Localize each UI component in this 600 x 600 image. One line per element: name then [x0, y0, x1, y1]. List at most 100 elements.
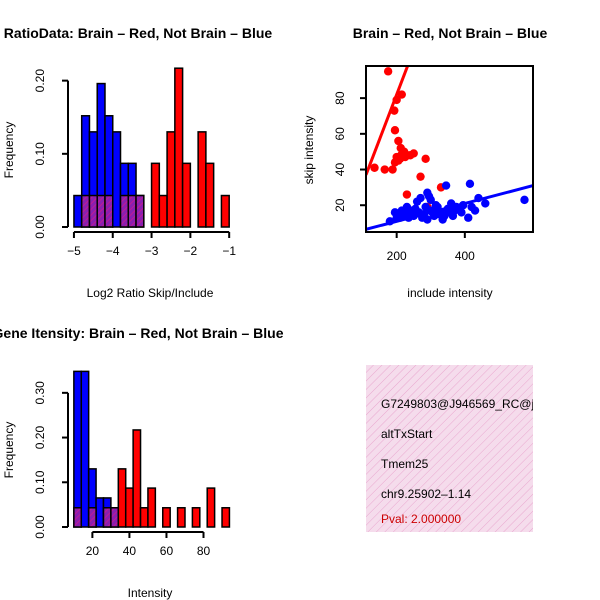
scatter-point-not-brain [481, 199, 490, 208]
intensity-histogram-title: Gene Itensity: Brain – Red, Not Brain – … [0, 325, 284, 341]
intensity-histogram-red-bar [124, 487, 134, 528]
ratio-histogram-blue-bar [73, 194, 83, 228]
scatter-point-not-brain [465, 179, 475, 189]
ratio-histogram-red-bar [197, 131, 207, 228]
intensity-histogram-red-bar [221, 507, 231, 528]
ratio-histogram-red-bar [220, 194, 230, 228]
scatter-plot-box [365, 65, 534, 233]
scatter-point-not-brain [440, 211, 449, 221]
scatter-x-tick-label: 400 [455, 249, 475, 263]
scatter-y-tick-label: 60 [333, 127, 347, 141]
intensity-histogram-x-tick-label: 60 [160, 544, 174, 558]
scatter-point-not-brain [464, 213, 473, 222]
scatter-ylabel: skip intensity [302, 116, 316, 185]
scatter-point-brain [392, 95, 401, 105]
scatter-y-tick-label: 20 [333, 198, 347, 212]
intensity-histogram-overlap-bar [87, 507, 97, 528]
intensity-histogram-panel: Gene Itensity: Brain – Red, Not Brain – … [0, 325, 284, 600]
intensity-histogram-red-bar [176, 507, 186, 528]
intensity-histogram-x-tick-label: 80 [197, 544, 211, 558]
ratio-histogram-red-bar [158, 194, 168, 228]
ratio-histogram-xlabel: Log2 Ratio Skip/Include [87, 286, 214, 300]
ratio-histogram-y-tick-label: 0.00 [33, 215, 47, 239]
scatter-panel: Brain – Red, Not Brain – Blue 200 400 20 40… [302, 25, 548, 300]
scatter-point-brain [390, 158, 400, 167]
gene-name-text: Tmem25 [381, 457, 429, 471]
intensity-histogram-y-tick-label: 0.30 [33, 381, 47, 405]
ratio-histogram-blue-bar [112, 131, 122, 228]
scatter-point-not-brain [395, 213, 405, 222]
intensity-histogram-xlabel: Intensity [128, 586, 173, 600]
ratio-histogram-ylabel: Frequency [2, 122, 16, 179]
intensity-histogram-axes: 20 40 60 80 0.00 0.10 0.20 0.30 [33, 381, 211, 558]
scatter-point-not-brain [447, 199, 456, 208]
scatter-point-brain [421, 154, 430, 164]
ratio-histogram-x-tick-label: −4 [106, 244, 120, 258]
ratio-histogram-overlap-bar [119, 194, 130, 228]
scatter-y-tick-label: 40 [333, 163, 347, 177]
event-type-text: altTxStart [381, 427, 433, 441]
ratio-histogram-x-tick-label: −3 [145, 244, 159, 258]
ratio-histogram-x-tick-label: −1 [222, 244, 236, 258]
scatter-point-brain [370, 163, 379, 172]
ratio-histogram-title: RatioData: Brain – Red, Not Brain – Blue [4, 25, 273, 41]
location-text: chr9.25902–1.14 [381, 487, 471, 501]
scatter-title: Brain – Red, Not Brain – Blue [353, 25, 548, 41]
intensity-histogram-x-tick-label: 20 [86, 544, 100, 558]
scatter-point-brain [416, 172, 425, 181]
ratio-histogram-x-tick-label: −2 [184, 244, 198, 258]
intensity-histogram-red-bar [139, 507, 149, 528]
scatter-point-brain [388, 165, 397, 174]
scatter-point-not-brain [458, 201, 468, 210]
info-panel: G7249803@J946569_RC@j_at altTxStart Tmem… [366, 365, 533, 532]
ratio-histogram-red-bar [174, 67, 184, 228]
scatter-point-not-brain [426, 206, 435, 215]
scatter-point-not-brain [474, 193, 483, 203]
ratio-histogram-red-bar [181, 162, 192, 228]
ratio-histogram-overlap-bar [135, 194, 145, 228]
ratio-histogram-axes: −5 −4 −3 −2 −1 0.00 0.10 0.20 [33, 69, 236, 258]
scatter-point-not-brain [385, 217, 395, 226]
scatter-x-tick-label: 200 [387, 249, 407, 263]
intensity-histogram-overlap-bar [73, 507, 83, 528]
scatter-point-brain [402, 190, 412, 199]
intensity-histogram-red-bar [132, 429, 142, 528]
ratio-histogram-overlap-bar [96, 194, 106, 228]
scatter-point-not-brain [457, 208, 466, 217]
scatter-points [370, 67, 529, 226]
ratio-histogram-y-tick-label: 0.20 [33, 69, 47, 93]
intensity-histogram-blue-bar [80, 370, 90, 528]
scatter-point-brain [397, 90, 406, 99]
intensity-histogram-bars [73, 370, 231, 528]
ratio-histogram-red-bar [205, 162, 215, 228]
scatter-point-not-brain [470, 206, 480, 215]
scatter-point-brain [390, 126, 400, 135]
scatter-point-not-brain [406, 208, 415, 217]
scatter-point-not-brain [441, 181, 451, 190]
intensity-histogram-overlap-bar [102, 507, 112, 528]
ratio-histogram-overlap-bar [104, 194, 114, 228]
pval-text: Pval: 2.000000 [381, 512, 461, 526]
intensity-histogram-ylabel: Frequency [2, 422, 16, 479]
scatter-axes: 200 400 20 40 60 80 [333, 91, 475, 263]
ratio-histogram-overlap-bar [127, 194, 137, 228]
ratio-histogram-overlap-bar [88, 194, 98, 228]
intensity-histogram-red-bar [191, 507, 201, 528]
intensity-histogram-blue-bar [73, 370, 83, 528]
intensity-histogram-red-bar [117, 468, 127, 528]
scatter-point-brain [383, 67, 393, 76]
scatter-point-not-brain [423, 215, 432, 224]
scatter-point-not-brain [426, 195, 435, 205]
ratio-histogram-y-tick-label: 0.10 [33, 142, 47, 166]
scatter-y-tick-label: 80 [333, 91, 347, 105]
scatter-point-brain [400, 152, 410, 162]
intensity-histogram-blue-bar [95, 497, 105, 528]
scatter-point-brain [409, 149, 418, 158]
info-panel-hatch [366, 365, 533, 532]
scatter-point-brain [394, 136, 403, 146]
intensity-histogram-y-tick-label: 0.00 [33, 515, 47, 539]
ratio-histogram-bars [73, 67, 230, 228]
scatter-point-not-brain [399, 206, 408, 215]
ratio-histogram-red-bar [166, 131, 176, 228]
scatter-point-not-brain [520, 195, 529, 205]
